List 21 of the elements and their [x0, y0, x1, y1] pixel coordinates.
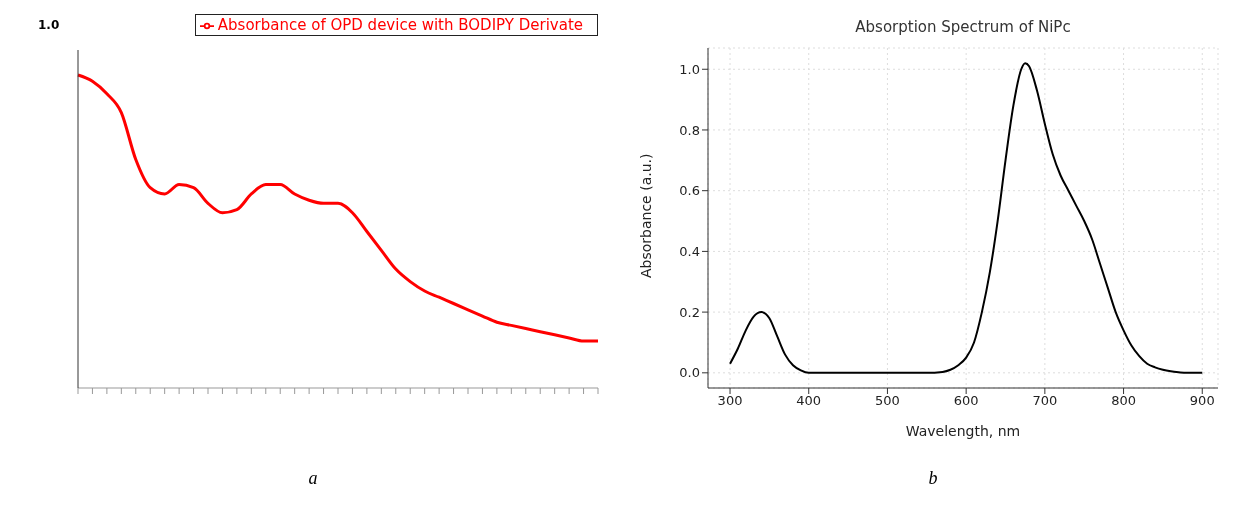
- text: b: [927, 468, 939, 489]
- x-tick-label: 700: [1032, 393, 1058, 409]
- x-tick-label: 500: [875, 393, 900, 409]
- y-tick-label: 1.0: [679, 61, 700, 77]
- y-tick-label: 0.8: [679, 122, 700, 138]
- chart-title: Absorption Spectrum of NiPc: [855, 18, 1071, 36]
- text: 1.0: [38, 18, 60, 32]
- y-tick-label: 0.4: [679, 244, 700, 260]
- x-tick-label: 900: [1189, 393, 1215, 409]
- x-tick-label: 800: [1111, 393, 1136, 409]
- line-series: [729, 62, 1204, 374]
- y-tick-label: 0.6: [679, 183, 700, 199]
- y-axis-title: Absorbance (a.u.): [637, 153, 654, 278]
- x-tick-label: 400: [796, 393, 822, 409]
- legend-label: Absorbance of OPD device with BODIPY Derivate: [217, 16, 583, 34]
- text: a: [307, 468, 319, 489]
- x-axis-title: Wavelength, nm: [905, 423, 1021, 439]
- y-tick-label: 0.0: [679, 365, 700, 381]
- x-tick-label: 300: [717, 393, 743, 409]
- x-tick-label: 600: [953, 393, 979, 409]
- y-tick-label: 0.2: [679, 304, 700, 320]
